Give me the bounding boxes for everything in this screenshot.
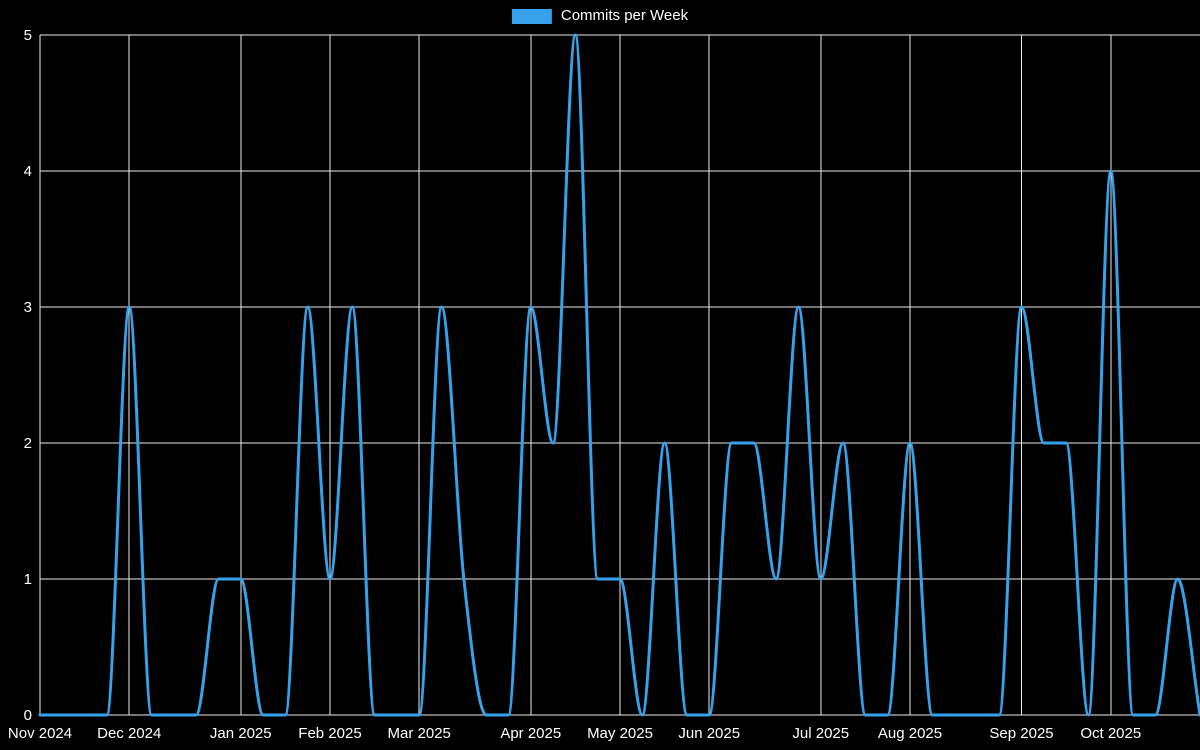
commits-line-series [38,33,1200,717]
y-tick-label: 3 [24,299,32,316]
x-tick-label: Jul 2025 [792,725,849,742]
x-tick-label: Dec 2024 [97,725,161,742]
chart-legend-item[interactable]: Commits per Week [511,7,689,25]
legend-label: Commits per Week [560,7,689,24]
legend-color-swatch-icon [511,8,552,24]
y-tick-label: 0 [24,707,32,724]
x-tick-label: Jun 2025 [678,725,740,742]
x-tick-label: Sep 2025 [989,725,1053,742]
y-tick-label: 2 [24,435,32,452]
x-tick-label: Aug 2025 [878,725,942,742]
x-axis-labels: Nov 2024 Dec 2024 Jan 2025 Feb 2025 Mar 2025… [8,725,1141,742]
gridlines [39,34,1200,716]
x-tick-label: Oct 2025 [1080,725,1141,742]
x-tick-label: Apr 2025 [500,725,561,742]
x-tick-label: Jan 2025 [210,725,272,742]
x-tick-label: Nov 2024 [8,725,72,742]
x-tick-label: Feb 2025 [298,725,361,742]
y-tick-label: 4 [24,163,32,180]
y-tick-label: 5 [24,27,32,44]
y-axis-labels: 0 1 2 3 4 5 [24,27,32,724]
y-tick-label: 1 [24,571,32,588]
x-tick-label: Mar 2025 [388,725,451,742]
x-tick-label: May 2025 [587,725,653,742]
